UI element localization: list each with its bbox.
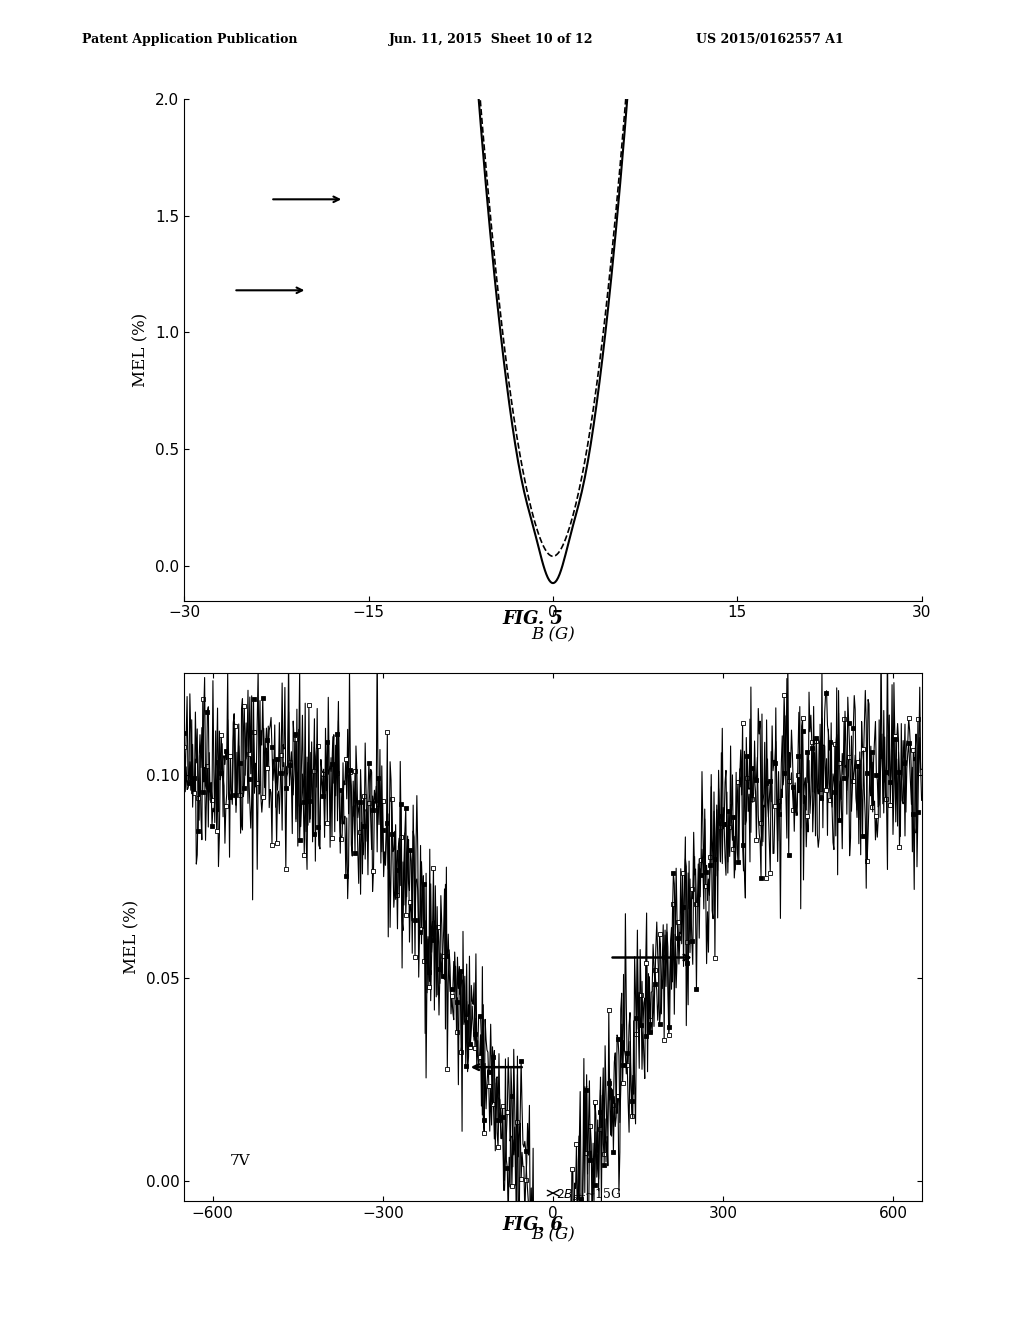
- Text: $2B_{str}$~15G: $2B_{str}$~15G: [556, 1187, 622, 1204]
- Text: Jun. 11, 2015  Sheet 10 of 12: Jun. 11, 2015 Sheet 10 of 12: [389, 33, 594, 46]
- Text: Patent Application Publication: Patent Application Publication: [82, 33, 297, 46]
- X-axis label: B (G): B (G): [531, 1226, 574, 1243]
- Y-axis label: MEL (%): MEL (%): [133, 313, 150, 387]
- Text: FIG. 5: FIG. 5: [502, 610, 563, 628]
- X-axis label: B (G): B (G): [531, 626, 574, 643]
- Text: FIG. 6: FIG. 6: [502, 1216, 563, 1234]
- Y-axis label: MEL (%): MEL (%): [123, 900, 140, 974]
- Text: 7V: 7V: [229, 1154, 250, 1168]
- Text: US 2015/0162557 A1: US 2015/0162557 A1: [696, 33, 844, 46]
